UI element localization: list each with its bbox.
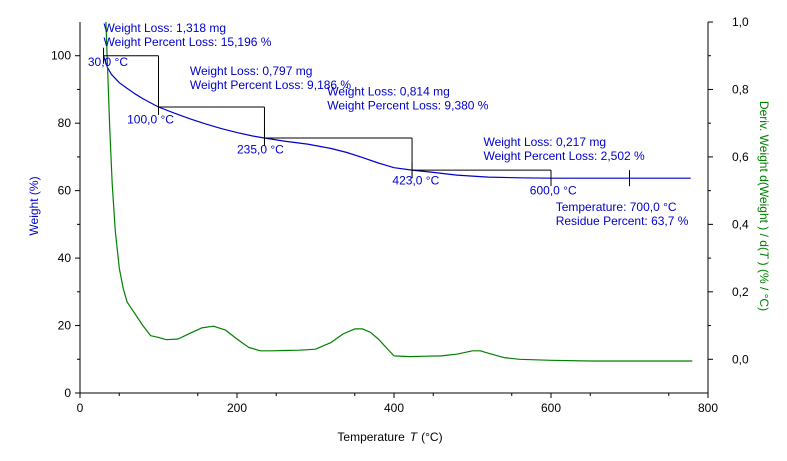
deriv-weight-line: [105, 21, 693, 362]
annotation-line: Weight Loss: 1,318 mg: [104, 21, 227, 35]
annotation-line: Weight Loss: 0,814 mg: [327, 85, 450, 99]
annotation-line: Weight Loss: 0,797 mg: [190, 64, 313, 78]
temperature-label: 423,0 °C: [392, 174, 439, 188]
y-right-tick-label: 1,0: [732, 15, 749, 29]
series-layer: [102, 21, 693, 362]
y-left-tick-label: 60: [58, 184, 72, 198]
y-axis-left-label: Weight (%): [27, 176, 41, 235]
y-axis-right-label-part: ) (% / °C): [757, 258, 771, 311]
annotation-line: Residue Percent: 63,7 %: [556, 214, 689, 228]
x-axis-label-unit: (°C): [421, 430, 442, 444]
temperature-label: 235,0 °C: [237, 143, 284, 157]
y-left-tick-label: 100: [51, 49, 71, 63]
x-tick-label: 800: [698, 401, 718, 415]
y-right-tick-label: 0,0: [732, 352, 749, 366]
annotation-line: Weight Percent Loss: 15,196 %: [104, 35, 272, 49]
y-axis-right-label-part: Deriv. Weight d(Weight ) / d(: [757, 101, 771, 251]
y-axis-right-label-part: T: [757, 251, 771, 260]
x-tick-label: 600: [541, 401, 561, 415]
x-axis-label-symbol: T: [410, 430, 419, 444]
y-left-tick-label: 0: [64, 386, 71, 400]
x-axis-label: Temperature T (°C): [337, 430, 442, 444]
temperature-label: 100,0 °C: [127, 113, 174, 127]
y-left-tick-label: 20: [58, 319, 72, 333]
y-right-tick-label: 0,2: [732, 285, 749, 299]
annotation-line: Weight Percent Loss: 2,502 %: [483, 149, 645, 163]
axes: 0 200 400 600 800 0 20 40 60 80 100 0,0 0,2 0,4 0,6 0,8…: [27, 15, 771, 444]
x-tick-label: 200: [227, 401, 247, 415]
temperature-label: 600,0 °C: [530, 184, 577, 198]
temperature-label: 30,0 °C: [88, 55, 128, 69]
annotation-line: Weight Percent Loss: 9,380 %: [327, 99, 489, 113]
step-markers: [103, 47, 630, 187]
y-left-tick-label: 40: [58, 251, 72, 265]
weight-line: [102, 55, 691, 179]
x-axis-label-text: Temperature: [337, 430, 405, 444]
y-left-tick-label: 80: [58, 116, 72, 130]
annotation-line: Weight Loss: 0,217 mg: [483, 135, 606, 149]
y-axis-right-label: Deriv. Weight d(Weight ) / d(T ) (% / °C…: [757, 101, 771, 311]
annotation-line: Weight Percent Loss: 9,186 %: [190, 78, 352, 92]
y-right-tick-label: 0,6: [732, 150, 749, 164]
x-tick-label: 400: [384, 401, 404, 415]
y-right-tick-label: 0,8: [732, 82, 749, 96]
annotation-line: Temperature: 700,0 °C: [556, 200, 677, 214]
x-tick-label: 0: [77, 401, 84, 415]
y-right-tick-label: 0,4: [732, 217, 749, 231]
